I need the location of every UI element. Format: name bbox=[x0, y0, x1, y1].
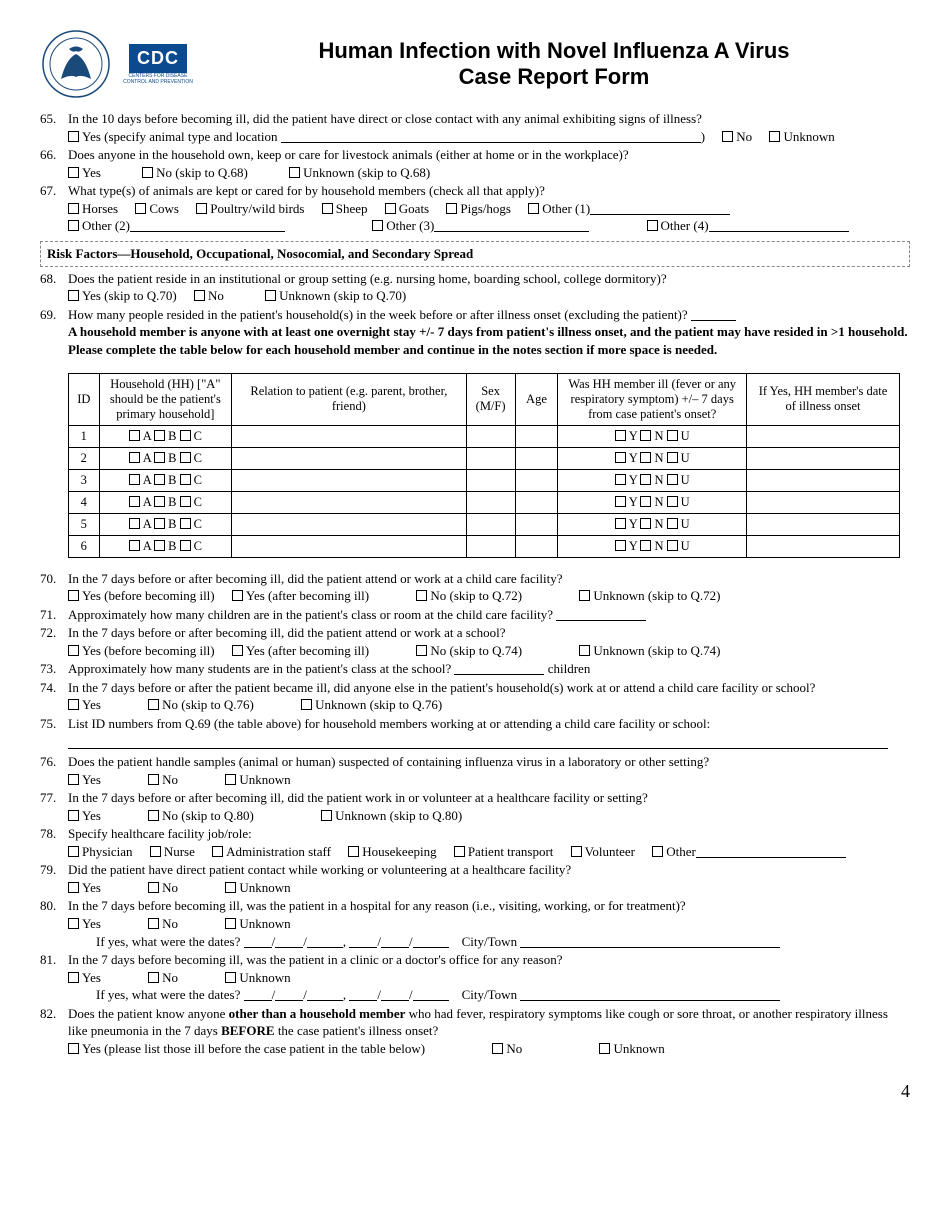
q67-sheep[interactable]: Sheep bbox=[322, 200, 368, 218]
q68-unknown[interactable]: Unknown (skip to Q.70) bbox=[265, 287, 406, 305]
q72-unknown[interactable]: Unknown (skip to Q.74) bbox=[579, 642, 720, 660]
q76-unknown[interactable]: Unknown bbox=[225, 771, 290, 789]
q67-pigs[interactable]: Pigs/hogs bbox=[446, 200, 511, 218]
q81-no[interactable]: No bbox=[148, 969, 178, 987]
q65-yes[interactable]: Yes (specify animal type and location ) bbox=[68, 128, 705, 146]
q78-other[interactable]: Other bbox=[652, 843, 846, 861]
q79-no[interactable]: No bbox=[148, 879, 178, 897]
q67-cows[interactable]: Cows bbox=[135, 200, 179, 218]
q70-unknown[interactable]: Unknown (skip to Q.72) bbox=[579, 587, 720, 605]
page-title: Human Infection with Novel Influenza A V… bbox=[198, 38, 910, 90]
q82-yes[interactable]: Yes (please list those ill before the ca… bbox=[68, 1040, 425, 1058]
hhs-logo-icon bbox=[40, 28, 112, 100]
question-82: 82. Does the patient know anyone other t… bbox=[40, 1005, 910, 1058]
q74-yes[interactable]: Yes bbox=[68, 696, 101, 714]
question-65: 65. In the 10 days before becoming ill, … bbox=[40, 110, 910, 145]
question-67: 67. What type(s) of animals are kept or … bbox=[40, 182, 910, 235]
q69-note: A household member is anyone with at lea… bbox=[68, 324, 908, 357]
q80-yes[interactable]: Yes bbox=[68, 915, 101, 933]
q67-horses[interactable]: Horses bbox=[68, 200, 118, 218]
question-81: 81. In the 7 days before becoming ill, w… bbox=[40, 951, 910, 1004]
q78-admin[interactable]: Administration staff bbox=[212, 843, 331, 861]
question-71: 71. Approximately how many children are … bbox=[40, 606, 910, 624]
cdc-logo-icon: CDC CENTERS FOR DISEASECONTROL AND PREVE… bbox=[118, 39, 198, 89]
hh-th-hh: Household (HH) ["A" should be the patien… bbox=[99, 373, 232, 425]
question-69: 69. How many people resided in the patie… bbox=[40, 306, 910, 359]
q78-nurse[interactable]: Nurse bbox=[150, 843, 195, 861]
hh-th-rel: Relation to patient (e.g. parent, brothe… bbox=[232, 373, 467, 425]
cdc-box: CDC bbox=[129, 44, 187, 73]
question-80: 80. In the 7 days before becoming ill, w… bbox=[40, 897, 910, 950]
question-74: 74. In the 7 days before or after the pa… bbox=[40, 679, 910, 714]
q67-other1[interactable]: Other (1) bbox=[528, 200, 730, 218]
q79-unknown[interactable]: Unknown bbox=[225, 879, 290, 897]
q78-transport[interactable]: Patient transport bbox=[454, 843, 554, 861]
q66-yes[interactable]: Yes bbox=[68, 164, 101, 182]
q67-other4[interactable]: Other (4) bbox=[647, 217, 849, 235]
q72-no[interactable]: No (skip to Q.74) bbox=[416, 642, 522, 660]
q76-yes[interactable]: Yes bbox=[68, 771, 101, 789]
table-row: 6A B CY N U bbox=[69, 535, 900, 557]
hh-th-age: Age bbox=[515, 373, 558, 425]
q78-physician[interactable]: Physician bbox=[68, 843, 133, 861]
q67-other3[interactable]: Other (3) bbox=[372, 217, 589, 235]
q81-yes[interactable]: Yes bbox=[68, 969, 101, 987]
q67-other2[interactable]: Other (2) bbox=[68, 217, 285, 235]
question-68: 68. Does the patient reside in an instit… bbox=[40, 270, 910, 305]
question-70: 70. In the 7 days before or after becomi… bbox=[40, 570, 910, 605]
q68-yes[interactable]: Yes (skip to Q.70) bbox=[68, 287, 177, 305]
q68-no[interactable]: No bbox=[194, 287, 224, 305]
question-79: 79. Did the patient have direct patient … bbox=[40, 861, 910, 896]
hh-th-id: ID bbox=[69, 373, 100, 425]
q70-yes-before[interactable]: Yes (before becoming ill) bbox=[68, 587, 215, 605]
q67-goats[interactable]: Goats bbox=[385, 200, 429, 218]
page-number: 4 bbox=[40, 1081, 910, 1102]
hh-th-date: If Yes, HH member's date of illness onse… bbox=[747, 373, 900, 425]
table-row: 1A B CY N U bbox=[69, 425, 900, 447]
q72-yes-before[interactable]: Yes (before becoming ill) bbox=[68, 642, 215, 660]
table-row: 5A B CY N U bbox=[69, 513, 900, 535]
q74-no[interactable]: No (skip to Q.76) bbox=[148, 696, 254, 714]
q82-no[interactable]: No bbox=[492, 1040, 522, 1058]
table-row: 2A B CY N U bbox=[69, 447, 900, 469]
household-table: ID Household (HH) ["A" should be the pat… bbox=[68, 373, 900, 558]
q65-no[interactable]: No bbox=[722, 128, 752, 146]
section-risk-factors: Risk Factors—Household, Occupational, No… bbox=[40, 241, 910, 267]
q70-yes-after[interactable]: Yes (after becoming ill) bbox=[232, 587, 369, 605]
question-76: 76. Does the patient handle samples (ani… bbox=[40, 753, 910, 788]
question-75: 75. List ID numbers from Q.69 (the table… bbox=[40, 715, 910, 752]
question-66: 66. Does anyone in the household own, ke… bbox=[40, 146, 910, 181]
question-73: 73. Approximately how many students are … bbox=[40, 660, 910, 678]
q70-no[interactable]: No (skip to Q.72) bbox=[416, 587, 522, 605]
hh-th-ill: Was HH member ill (fever or any respirat… bbox=[558, 373, 747, 425]
q74-unknown[interactable]: Unknown (skip to Q.76) bbox=[301, 696, 442, 714]
q81-unknown[interactable]: Unknown bbox=[225, 969, 290, 987]
header: CDC CENTERS FOR DISEASECONTROL AND PREVE… bbox=[40, 28, 910, 100]
q78-volunteer[interactable]: Volunteer bbox=[571, 843, 635, 861]
q77-unknown[interactable]: Unknown (skip to Q.80) bbox=[321, 807, 462, 825]
q72-yes-after[interactable]: Yes (after becoming ill) bbox=[232, 642, 369, 660]
question-72: 72. In the 7 days before or after becomi… bbox=[40, 624, 910, 659]
q80-unknown[interactable]: Unknown bbox=[225, 915, 290, 933]
question-78: 78. Specify healthcare facility job/role… bbox=[40, 825, 910, 860]
q65-unknown[interactable]: Unknown bbox=[769, 128, 834, 146]
q66-no[interactable]: No (skip to Q.68) bbox=[142, 164, 248, 182]
table-row: 3A B CY N U bbox=[69, 469, 900, 491]
hh-th-sex: Sex (M/F) bbox=[466, 373, 515, 425]
q77-yes[interactable]: Yes bbox=[68, 807, 101, 825]
q78-housekeeping[interactable]: Housekeeping bbox=[348, 843, 436, 861]
question-77: 77. In the 7 days before or after becomi… bbox=[40, 789, 910, 824]
q76-no[interactable]: No bbox=[148, 771, 178, 789]
q80-no[interactable]: No bbox=[148, 915, 178, 933]
q77-no[interactable]: No (skip to Q.80) bbox=[148, 807, 254, 825]
q66-unknown[interactable]: Unknown (skip to Q.68) bbox=[289, 164, 430, 182]
q82-unknown[interactable]: Unknown bbox=[599, 1040, 664, 1058]
q79-yes[interactable]: Yes bbox=[68, 879, 101, 897]
table-row: 4A B CY N U bbox=[69, 491, 900, 513]
q67-poultry[interactable]: Poultry/wild birds bbox=[196, 200, 304, 218]
